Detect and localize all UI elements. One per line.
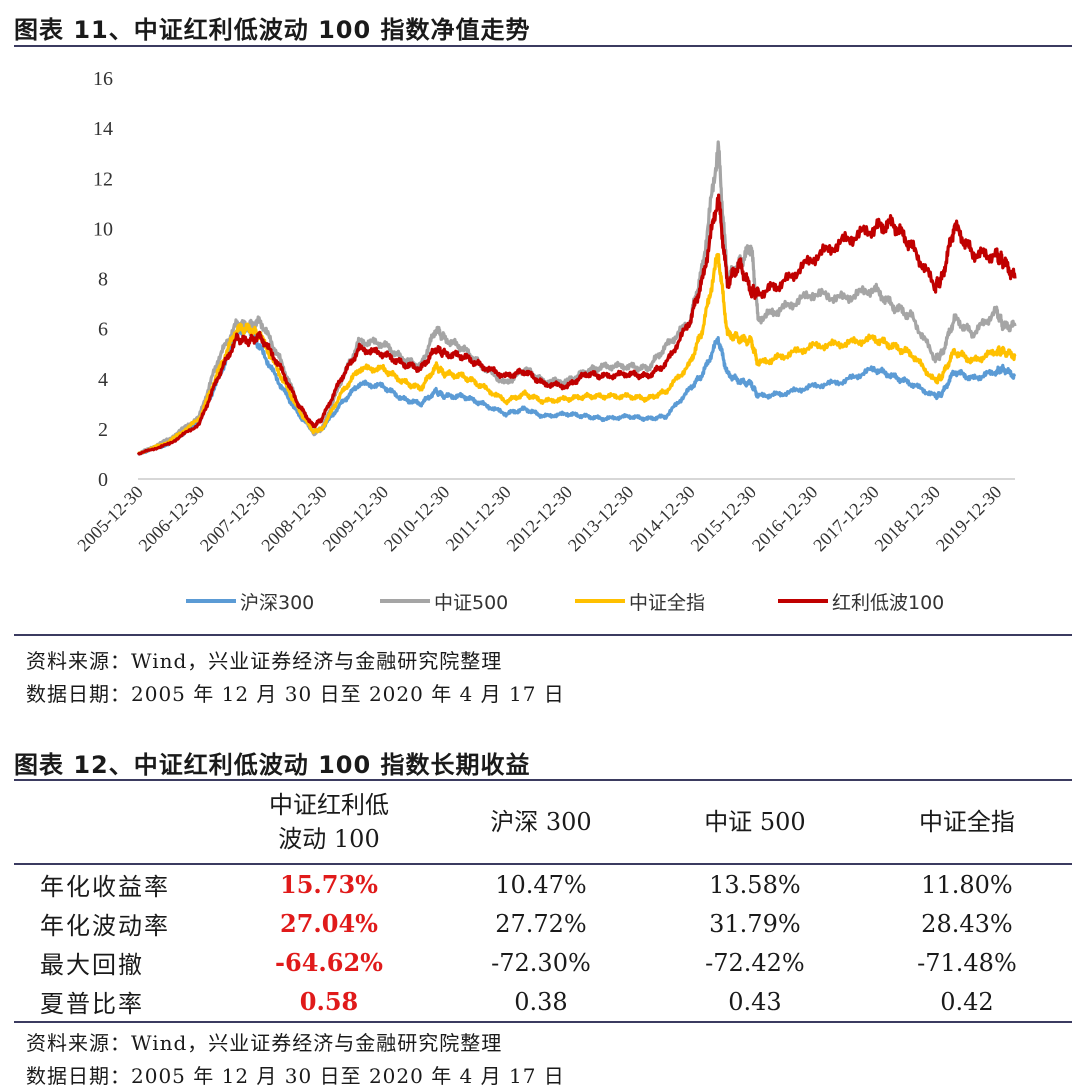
cell-value: 27.04%: [280, 909, 378, 938]
figure11-source: 资料来源：Wind，兴业证券经济与金融研究院整理: [26, 649, 503, 673]
legend-label: 沪深300: [240, 592, 314, 614]
figure11-bottom-rule: [14, 634, 1072, 636]
figure12-bottom-rule: [14, 1021, 1072, 1023]
x-tick-label: 2007-12-30: [196, 482, 270, 556]
header-zzqz: 中证全指: [918, 808, 1015, 836]
x-tick-label: 2013-12-30: [564, 482, 638, 556]
x-tick-label: 2016-12-30: [748, 482, 822, 556]
series-line-2: [137, 252, 1017, 455]
legend-label: 中证全指: [629, 592, 705, 614]
legend-label: 中证500: [434, 592, 508, 614]
x-tick-label: 2014-12-30: [625, 482, 699, 556]
y-tick-label: 6: [98, 319, 108, 341]
y-tick-label: 12: [93, 168, 113, 190]
x-tick-label: 2019-12-30: [932, 482, 1006, 556]
series-line-3: [136, 193, 1017, 456]
x-tick-label: 2011-12-30: [442, 482, 515, 555]
y-tick-label: 4: [98, 369, 108, 391]
header-hongli: 中证红利低 波动 100: [224, 781, 434, 864]
cell-value: -72.30%: [491, 948, 591, 977]
figure11-date-range: 数据日期：2005 年 12 月 30 日至 2020 年 4 月 17 日: [26, 682, 565, 706]
cell-value: -71.48%: [917, 948, 1017, 977]
header-blank: [14, 781, 224, 864]
x-tick-label: 2015-12-30: [687, 482, 761, 556]
y-tick-label: 16: [93, 68, 113, 90]
x-tick-label: 2017-12-30: [809, 482, 883, 556]
cell-value: 10.47%: [495, 870, 587, 899]
figure11-top-rule: [14, 45, 1072, 47]
row-label: 最大回撤: [40, 951, 144, 979]
y-tick-label: 14: [93, 118, 113, 140]
cell-value: -72.42%: [705, 948, 805, 977]
table-header-row: 中证红利低 波动 100 沪深 300 中证 500 中证全指: [14, 781, 1072, 864]
figure12-title: 图表 12、中证红利低波动 100 指数长期收益: [14, 751, 531, 779]
y-tick-label: 8: [98, 269, 108, 291]
table-row: 最大回撤 -64.62% -72.30% -72.42% -71.48%: [14, 943, 1072, 982]
x-tick-label: 2008-12-30: [257, 482, 331, 556]
table-row: 年化波动率 27.04% 27.72% 31.79% 28.43%: [14, 904, 1072, 943]
figure12-source: 资料来源：Wind，兴业证券经济与金融研究院整理: [26, 1031, 503, 1055]
header-zz500: 中证 500: [704, 808, 806, 836]
header-hongli-line2: 波动 100: [278, 825, 380, 853]
table-row: 年化收益率 15.73% 10.47% 13.58% 11.80%: [14, 864, 1072, 904]
figure12-date-range: 数据日期：2005 年 12 月 30 日至 2020 年 4 月 17 日: [26, 1064, 565, 1088]
x-tick-label: 2005-12-30: [73, 482, 147, 556]
x-tick-label: 2018-12-30: [871, 482, 945, 556]
cell-value: -64.62%: [275, 948, 383, 977]
nav-line-chart: 0 2 4 6 8 10 12 14 16 2005-12-302006-12-302007-12…: [73, 68, 1017, 614]
x-tick-label: 2012-12-30: [503, 482, 577, 556]
series-line-1: [137, 140, 1017, 456]
legend-label: 红利低波100: [832, 592, 944, 614]
row-label: 年化收益率: [40, 873, 170, 901]
figure12-top-rule: [14, 779, 1072, 781]
cell-value: 31.79%: [709, 909, 801, 938]
x-tick-label: 2006-12-30: [135, 482, 209, 556]
cell-value: 0.42: [940, 987, 994, 1016]
table-row: 夏普比率 0.58 0.38 0.43 0.42: [14, 982, 1072, 1021]
figure11-title: 图表 11、中证红利低波动 100 指数净值走势: [14, 16, 531, 44]
cell-value: 27.72%: [495, 909, 587, 938]
y-tick-label: 10: [93, 218, 113, 240]
cell-value: 0.38: [514, 987, 568, 1016]
y-tick-label: 0: [98, 469, 108, 491]
y-tick-label: 2: [98, 419, 108, 441]
header-hongli-line1: 中证红利低: [269, 791, 389, 819]
x-tick-label: 2010-12-30: [380, 482, 454, 556]
cell-value: 15.73%: [280, 870, 378, 899]
row-label: 夏普比率: [40, 990, 144, 1018]
cell-value: 0.43: [728, 987, 782, 1016]
header-hs300: 沪深 300: [490, 808, 592, 836]
x-tick-label: 2009-12-30: [319, 482, 393, 556]
cell-value: 11.80%: [921, 870, 1013, 899]
row-label: 年化波动率: [40, 912, 170, 940]
cell-value: 0.58: [299, 987, 359, 1016]
returns-table: 中证红利低 波动 100 沪深 300 中证 500 中证全指 年化收益率 15…: [14, 781, 1072, 1021]
cell-value: 28.43%: [921, 909, 1013, 938]
cell-value: 13.58%: [709, 870, 801, 899]
